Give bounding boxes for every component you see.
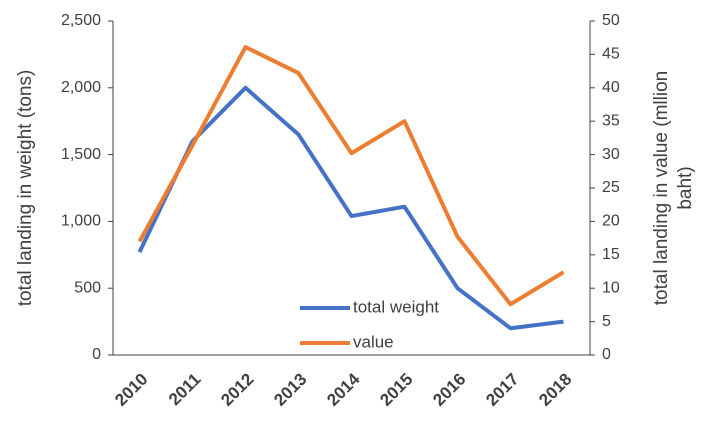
y2-tick-label: 20	[602, 213, 620, 230]
y2-tick-label: 10	[602, 279, 620, 296]
x-tick-label: 2010	[111, 370, 151, 410]
y-axis-label: total landing in weight (tons)	[15, 70, 36, 307]
y-tick-label: 2,500	[61, 12, 101, 29]
series-line	[137, 85, 564, 331]
y2-tick-label: 25	[602, 179, 620, 196]
y2-tick-label: 30	[602, 146, 620, 163]
x-tick-label: 2014	[323, 369, 364, 410]
series-line	[137, 45, 565, 307]
y2-tick-label: 40	[602, 79, 620, 96]
y2-axis-label: baht)	[675, 166, 696, 209]
legend-label: value	[353, 332, 394, 351]
y-tick-label: 2,000	[61, 79, 101, 96]
y-tick-label: 1,000	[61, 213, 101, 230]
x-tick-label: 2013	[270, 370, 310, 410]
y2-tick-label: 50	[602, 12, 620, 29]
y-tick-label: 500	[74, 279, 101, 296]
x-tick-label: 2015	[376, 370, 416, 410]
x-tick-label: 2017	[482, 370, 522, 410]
x-tick-label: 2011	[165, 370, 205, 410]
y2-tick-label: 15	[602, 246, 620, 263]
legend-label: total weight	[353, 297, 439, 316]
y2-axis-label: total landing in value (mllion	[651, 71, 672, 305]
y2-tick-label: 5	[602, 313, 611, 330]
y-tick-label: 1,500	[61, 146, 101, 163]
y2-tick-label: 35	[602, 112, 620, 129]
y2-tick-label: 45	[602, 46, 620, 63]
y-tick-label: 0	[92, 346, 101, 363]
x-tick-label: 2018	[535, 370, 575, 410]
x-tick-label: 2012	[217, 370, 257, 410]
x-tick-label: 2016	[429, 370, 469, 410]
y2-tick-label: 0	[602, 346, 611, 363]
